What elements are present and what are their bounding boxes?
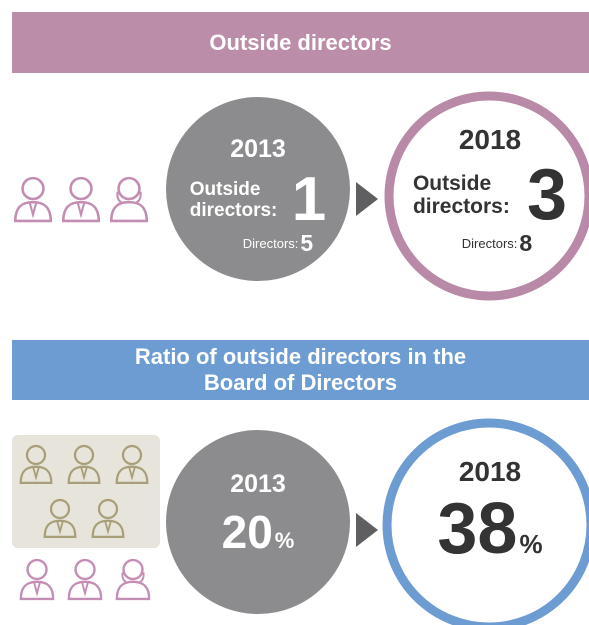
person-icon <box>19 558 55 601</box>
person-icon <box>61 176 101 223</box>
value: 3 <box>526 155 568 235</box>
section-title: Outside directors <box>12 12 589 73</box>
people-icons <box>19 558 151 601</box>
circle-2018 <box>384 91 589 301</box>
icon-box <box>12 435 160 548</box>
value: 20 <box>221 506 273 558</box>
title-text: Outside directors <box>209 29 392 55</box>
stat-2018: 2018 Outside directors: 3 Directors: 8 <box>392 124 588 257</box>
value: 1 <box>291 165 327 234</box>
arrow <box>356 513 378 547</box>
section-title: Ratio of outside directors in the Board … <box>12 340 589 400</box>
year: 2018 <box>458 124 522 155</box>
person-icon <box>13 176 53 223</box>
arrow <box>356 182 378 216</box>
circle-2018 <box>382 418 589 625</box>
header-band <box>12 12 589 73</box>
person-icon <box>115 558 151 601</box>
label: Outside directors: <box>412 172 510 218</box>
sub-value: 8 <box>519 230 533 256</box>
circle-2013 <box>166 97 350 281</box>
person-icon <box>109 176 149 223</box>
year: 2018 <box>458 456 522 487</box>
title-text: Ratio of outside directors in the Board … <box>134 344 467 395</box>
stat-2013: 2013 Outside directors: 1 Directors: 5 <box>166 135 350 257</box>
value: 38 <box>437 489 518 569</box>
circle-2013 <box>166 430 350 614</box>
person-icon <box>67 558 103 601</box>
year: 2013 <box>230 470 286 498</box>
label: Outside directors: <box>189 179 278 221</box>
sub-value: 5 <box>300 230 314 256</box>
unit: % <box>274 528 295 553</box>
sub-label: Directors: <box>461 236 518 251</box>
unit: % <box>519 529 543 559</box>
stat-2013: 2013 20% <box>166 470 350 559</box>
sub-label: Directors: <box>242 236 299 251</box>
header-band <box>12 340 589 400</box>
year: 2013 <box>230 135 286 163</box>
people-icons <box>13 176 149 223</box>
stat-2018: 2018 38% <box>392 456 588 570</box>
